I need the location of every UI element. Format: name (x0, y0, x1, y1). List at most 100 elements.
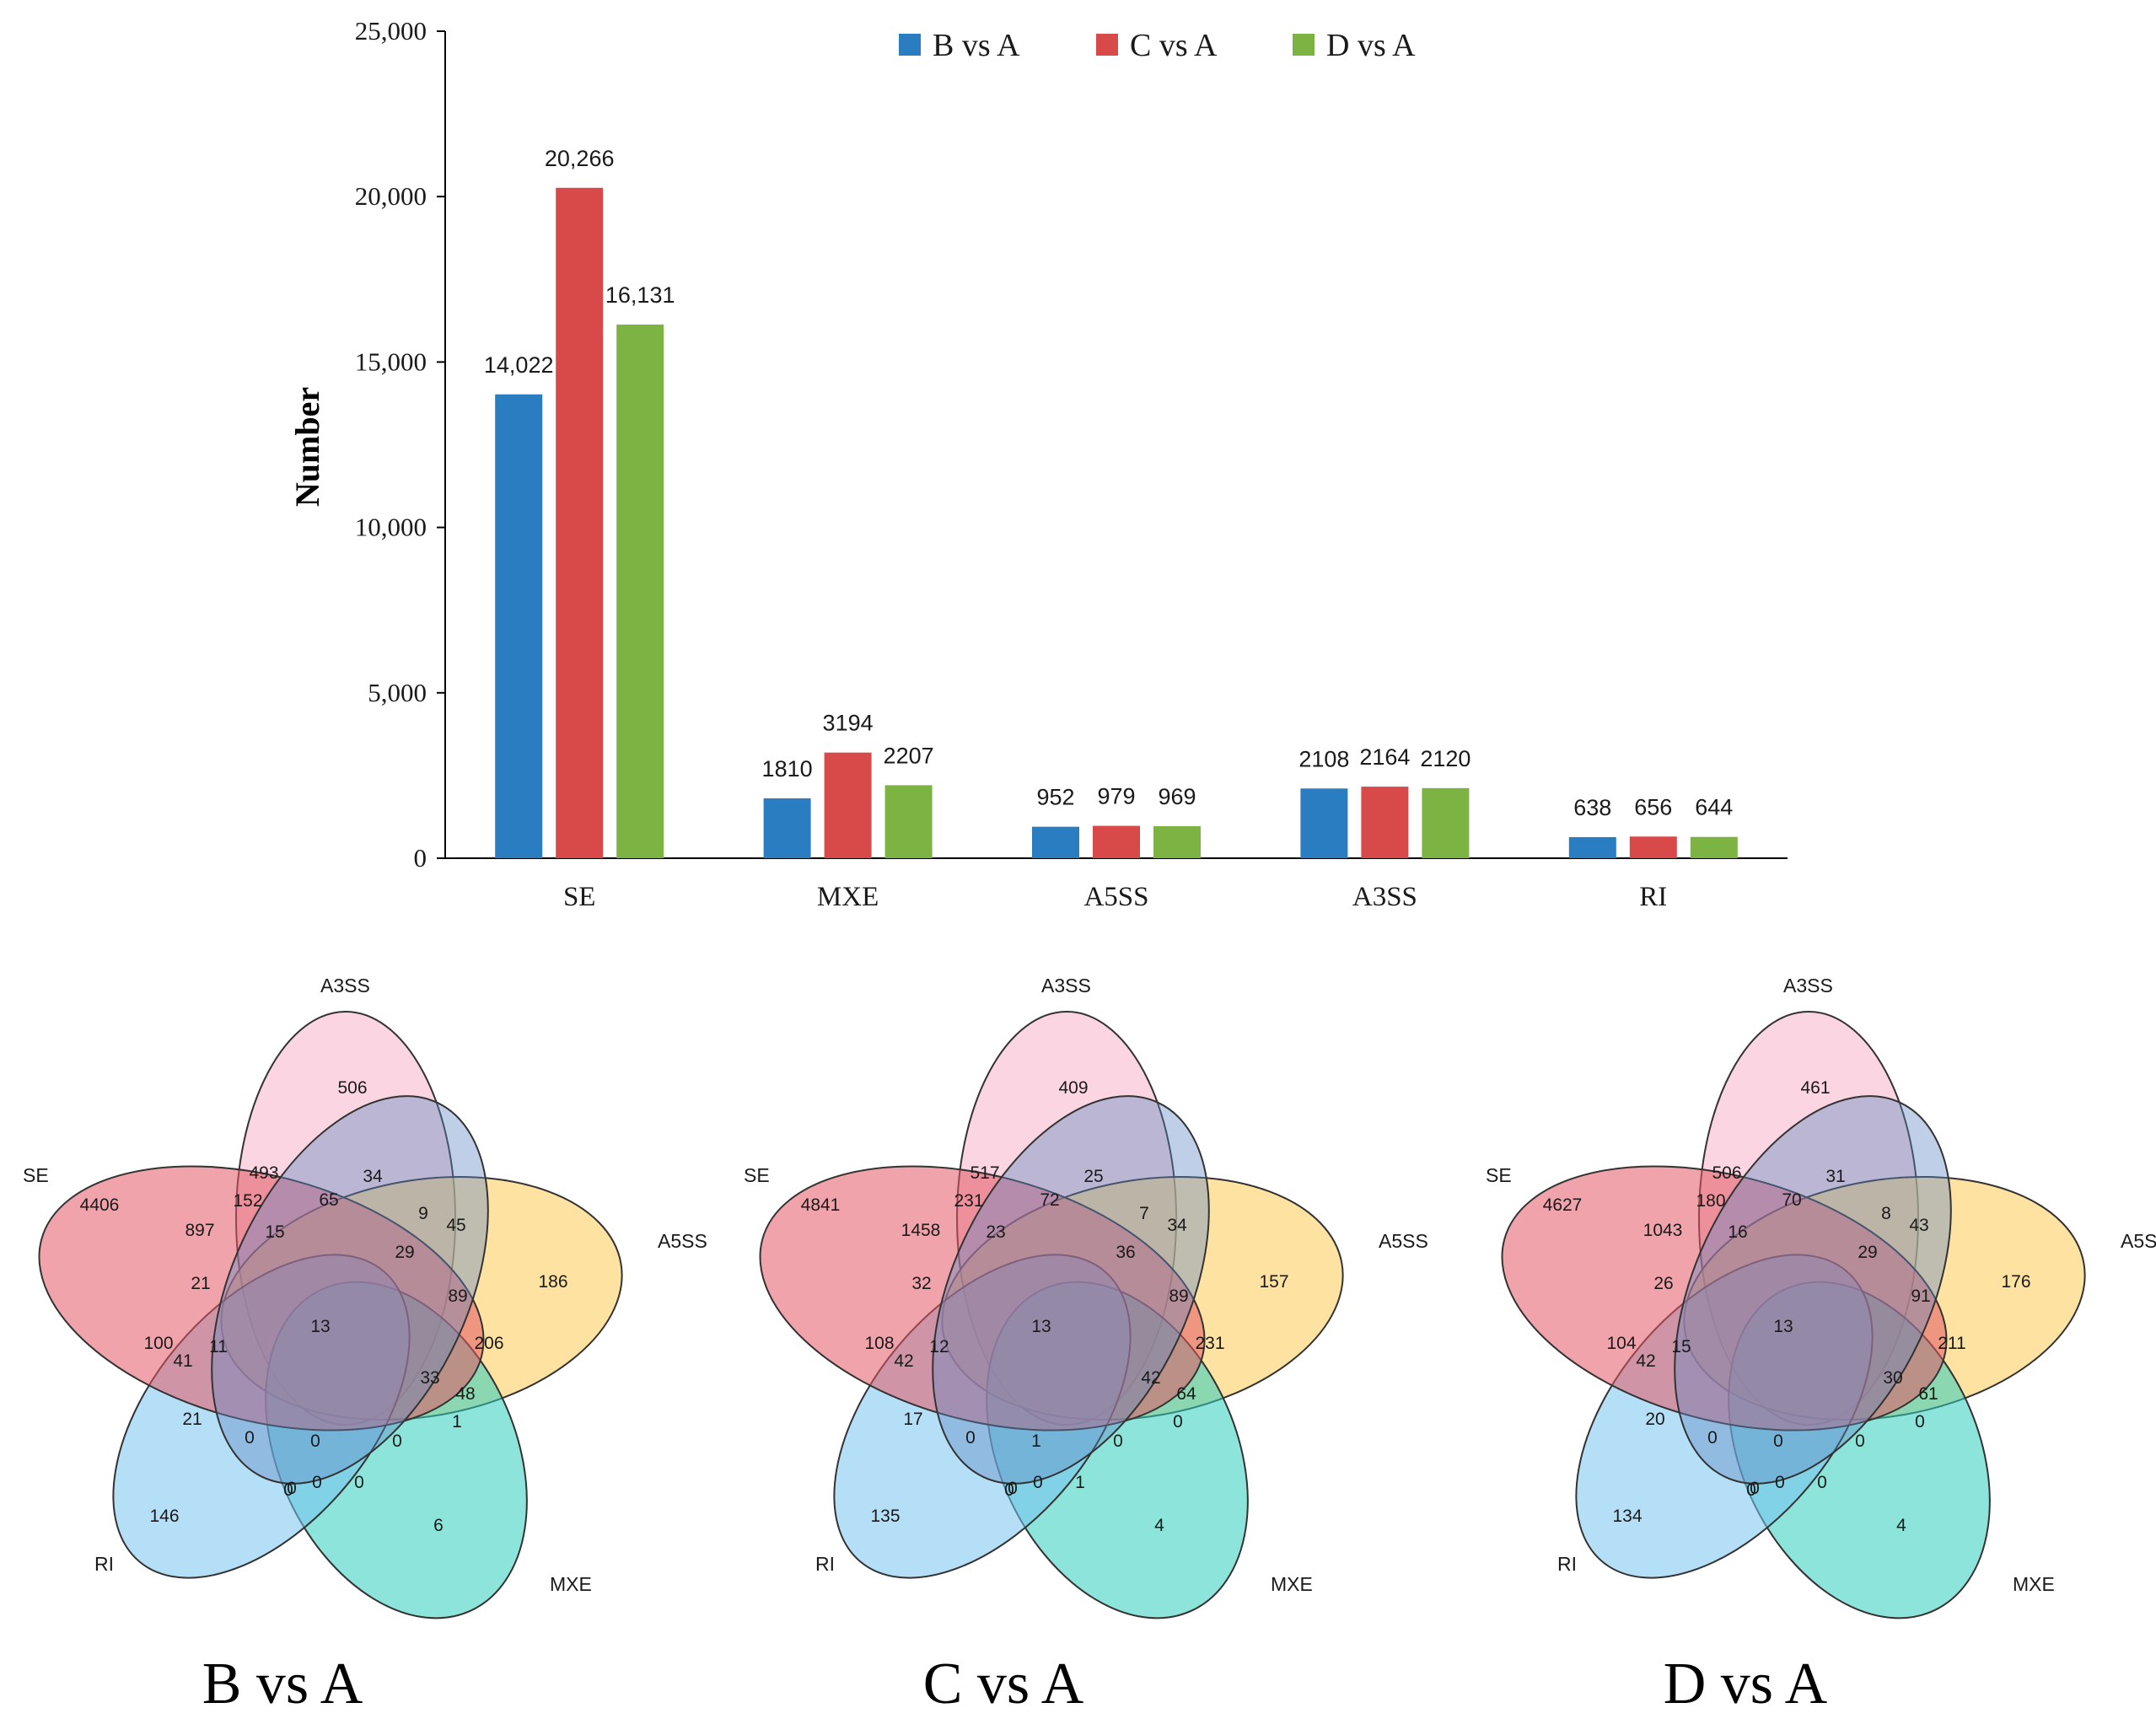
bar-data-label: 2207 (884, 743, 934, 768)
venn-region-count: 506 (337, 1078, 367, 1098)
bar (1422, 787, 1470, 858)
venn-region-count: 1 (1075, 1473, 1085, 1492)
bar-data-label: 638 (1573, 795, 1611, 820)
bar-data-label: 2164 (1359, 744, 1410, 770)
venn-region-count: 0 (312, 1473, 322, 1492)
venn-region-count: 134 (1612, 1507, 1642, 1526)
venn-region-count: 4841 (801, 1195, 841, 1215)
legend-label: C vs A (1130, 28, 1218, 63)
venn-region-count: 32 (911, 1274, 931, 1293)
venn-region-count: 91 (1911, 1286, 1930, 1306)
y-axis-title: Number (288, 387, 326, 507)
venn-set-label: MXE (1271, 1573, 1313, 1595)
x-category-label: MXE (817, 882, 879, 912)
venn-region-count: 0 (1915, 1412, 1925, 1432)
venn-region-count: 72 (1040, 1190, 1059, 1210)
legend-swatch (1096, 34, 1118, 56)
venn-region-count: 0 (310, 1432, 320, 1451)
venn-region-count: 43 (1909, 1216, 1928, 1235)
bar (495, 394, 543, 858)
venn-region-count: 70 (1782, 1190, 1801, 1210)
venn-region-count: 21 (191, 1274, 210, 1293)
venn-region-count: 157 (1259, 1272, 1288, 1292)
venn-region-count: 0 (1004, 1480, 1014, 1500)
bar (824, 752, 872, 858)
venn-region-count: 4 (1896, 1516, 1906, 1535)
venn-region-count: 61 (1918, 1384, 1938, 1404)
venn-set-label: RI (94, 1553, 114, 1575)
venn-region-count: 0 (283, 1480, 293, 1500)
legend-swatch (1293, 34, 1315, 56)
venn-region-count: 0 (392, 1432, 402, 1451)
venn-region-count: 89 (1169, 1286, 1188, 1306)
venn-set-label: SE (1486, 1164, 1512, 1186)
venn-b-vs-a: A3SS A5SS MXE RI SE 506 186 6 146 4406 493 34 45 1 0 10… (23, 975, 707, 1716)
legend-swatch (899, 34, 921, 56)
bar (1032, 826, 1079, 858)
venn-region-count: 34 (363, 1167, 383, 1186)
venn-region-count: 100 (143, 1334, 173, 1353)
venn-region-count: 186 (538, 1272, 567, 1292)
bar (763, 798, 811, 858)
x-category-label: SE (563, 882, 596, 912)
bar-data-label: 2108 (1298, 746, 1349, 771)
bar-data-label: 969 (1158, 784, 1196, 809)
venn-region-count: 11 (209, 1337, 228, 1356)
venn-ellipse-in (211, 1095, 489, 1485)
venn-region-count: 29 (395, 1243, 414, 1262)
venn-region-count: 231 (1195, 1334, 1224, 1353)
venn-region-count: 176 (2001, 1272, 2030, 1292)
venn-region-count: 0 (1707, 1428, 1718, 1448)
venn-region-count: 8 (1881, 1204, 1891, 1223)
venn-region-count: 65 (319, 1190, 338, 1210)
bar-data-label: 20,266 (545, 146, 615, 171)
venn-region-count: 21 (182, 1410, 202, 1429)
venn-region-count: 25 (1083, 1167, 1103, 1186)
venn-region-count: 6 (433, 1516, 444, 1535)
venn-ellipse-in (1674, 1095, 1952, 1485)
venn-region-count: 517 (970, 1163, 999, 1183)
y-tick-label: 0 (414, 843, 427, 873)
y-tick-label: 10,000 (355, 513, 427, 542)
bar-data-label: 14,022 (484, 352, 554, 378)
venn-region-count: 0 (1113, 1432, 1123, 1451)
venn-region-count: 12 (929, 1337, 949, 1356)
venn-region-count: 89 (448, 1286, 467, 1306)
venn-region-count: 4406 (80, 1195, 120, 1215)
venn-region-count: 13 (1773, 1317, 1793, 1336)
venn-region-count: 0 (1746, 1480, 1756, 1500)
venn-set-label: RI (1557, 1553, 1577, 1575)
venn-set-label: MXE (2013, 1573, 2055, 1595)
venn-set-label: A3SS (1783, 975, 1833, 996)
venn-region-count: 231 (954, 1191, 983, 1211)
venn-region-count: 409 (1058, 1078, 1088, 1098)
bar (1153, 825, 1201, 858)
venn-title: B vs A (202, 1652, 363, 1716)
venn-ellipse-se (1501, 1165, 1948, 1432)
bar-chart: 0 5,000 10,000 15,000 20,000 25,000 Number SE 14… (288, 16, 1788, 912)
venn-region-count: 20 (1645, 1410, 1664, 1429)
venn-region-count: 16 (1728, 1222, 1747, 1242)
bar (1093, 825, 1140, 858)
bar (1300, 788, 1348, 858)
venn-region-count: 7 (1139, 1204, 1149, 1223)
venn-region-count: 0 (354, 1473, 364, 1492)
venn-region-count: 42 (894, 1351, 913, 1371)
venn-region-count: 42 (1636, 1351, 1655, 1371)
venn-region-count: 461 (1800, 1078, 1830, 1098)
venn-d-vs-a: A3SSA5SSMXERISE4611764134462750631430010… (1486, 975, 2156, 1716)
bar (884, 785, 933, 858)
venn-region-count: 1 (1031, 1432, 1041, 1451)
venn-set-label: A3SS (320, 975, 370, 996)
venn-region-count: 0 (245, 1428, 255, 1448)
venn-region-count: 0 (1008, 1479, 1018, 1498)
venn-region-count: 33 (420, 1368, 439, 1388)
venn-region-count: 9 (418, 1204, 428, 1223)
bar-data-label: 644 (1695, 795, 1733, 820)
venn-set-label: A5SS (658, 1230, 707, 1252)
venn-region-count: 41 (173, 1351, 192, 1371)
venn-region-count: 897 (185, 1221, 214, 1240)
venn-region-count: 1043 (1643, 1221, 1683, 1240)
